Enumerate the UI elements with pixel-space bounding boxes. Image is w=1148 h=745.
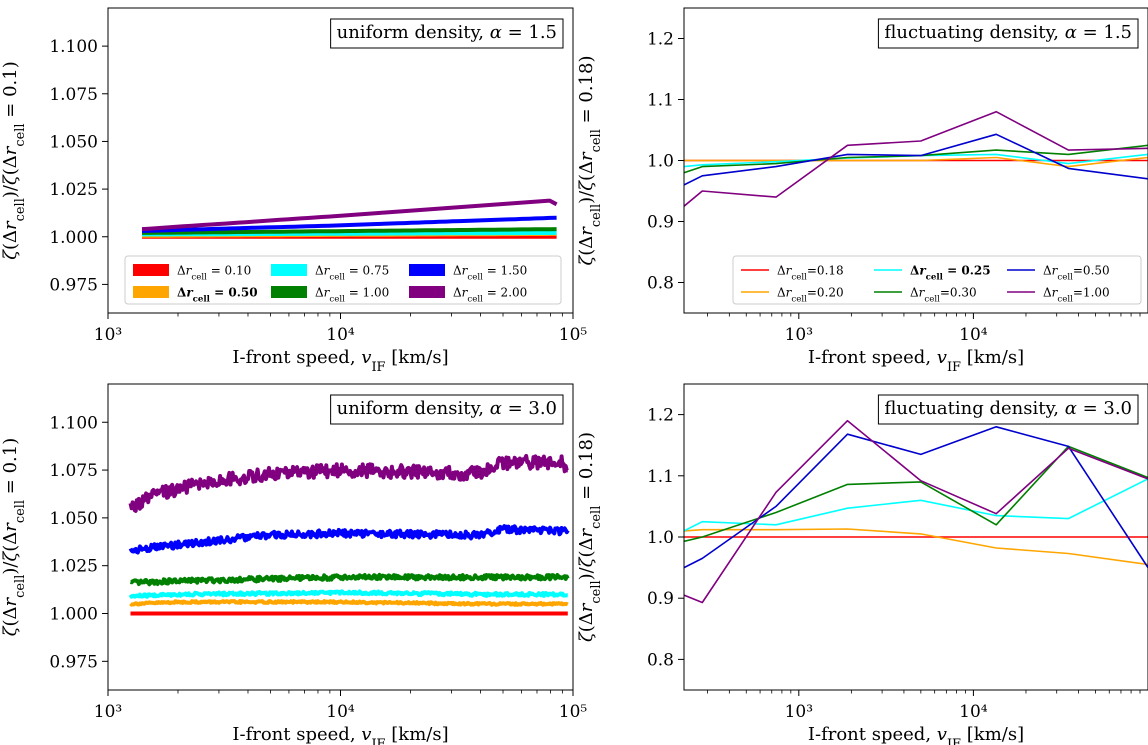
x-tick-label: 10⁵: [559, 702, 588, 722]
legend-label: Δrcell = 1.00: [315, 286, 389, 305]
x-axis-label: I-front speed, vIF [km/s]: [232, 724, 448, 745]
panel-title-box: [877, 18, 1139, 49]
chart-panel-4: 10³ 10⁴ 0.8 0.9 1.0 1.1 1.2 I-front speed, vIF …: [576, 383, 1148, 745]
series-line-5: [141, 215, 557, 233]
series-line-4: [129, 572, 570, 587]
legend-label: Δrcell = 2.00: [453, 286, 527, 305]
x-tick-label: 10³: [94, 325, 122, 345]
chart-panel-2: 10³ 10⁴ 0.8 0.9 1.0 1.1 1.2 I-front speed, vIF …: [576, 7, 1148, 375]
x-tick-label: 10⁵: [559, 325, 588, 345]
series-line-3: [128, 589, 569, 599]
panel-title: uniform density, α = 1.5: [337, 22, 557, 43]
series-line-4: [142, 227, 557, 235]
chart-panel-3: 10³ 10⁴ 10⁵ 0.975 1.000 1.025 1.050 1.075 1.100 I…: [0, 383, 588, 745]
legend-label: Δrcell=1.00: [1043, 286, 1110, 305]
y-tick-label: 1.075: [49, 461, 98, 481]
y-tick-label: 0.8: [647, 274, 674, 294]
legend-label: Δrcell=0.50: [1043, 264, 1110, 283]
x-axis-label: I-front speed, vIF [km/s]: [232, 347, 448, 375]
series-line-6: [128, 453, 569, 513]
series-line-5: [128, 524, 570, 555]
x-tick-label: 10³: [785, 702, 813, 722]
y-tick-label: 1.1: [647, 91, 674, 111]
series-line-4: [684, 144, 1148, 174]
legend: Δrcell=0.18 Δrcell=0.20 Δrcell = 0.25 Δrcel…: [732, 255, 1142, 305]
series-line-2: [684, 528, 1148, 566]
series-line-2: [129, 599, 569, 607]
y-axis-label: ζ(Δrcell)/ζ(Δrcell = 0.18): [576, 56, 604, 266]
x-axis-label: I-front speed, vIF [km/s]: [808, 347, 1024, 375]
legend-swatch: [133, 264, 169, 276]
axes-frame: [107, 383, 574, 691]
series-line-6: [684, 110, 1148, 207]
legend-swatch: [409, 264, 445, 276]
y-tick-label: 1.0: [647, 528, 674, 548]
x-tick-label: 10⁴: [326, 702, 355, 722]
panel-title-box: [877, 394, 1139, 425]
x-tick-label: 10⁴: [959, 702, 988, 722]
x-tick-label: 10³: [785, 325, 813, 345]
y-tick-label: 1.0: [647, 152, 674, 172]
series-group: [684, 110, 1148, 207]
y-tick-label: 1.025: [49, 180, 98, 200]
y-tick-label: 1.2: [647, 406, 674, 426]
y-axis-label: ζ(Δrcell)/ζ(Δrcell = 0.1): [0, 61, 28, 260]
y-axis-label: ζ(Δrcell)/ζ(Δrcell = 0.18): [576, 432, 604, 642]
y-tick-label: 1.050: [49, 509, 98, 529]
legend-label: Δrcell = 1.50: [453, 264, 527, 283]
x-axis-label: I-front speed, vIF [km/s]: [808, 724, 1024, 745]
series-line-5: [684, 426, 1148, 569]
y-tick-label: 1.000: [49, 228, 98, 248]
y-tick-label: 0.9: [647, 589, 674, 609]
legend-swatch: [409, 286, 445, 298]
legend-swatch: [271, 286, 307, 298]
legend-swatch: [271, 264, 307, 276]
series-line-5: [684, 133, 1148, 186]
legend-label: Δrcell = 0.10: [177, 264, 251, 283]
panel-title: uniform density, α = 3.0: [337, 398, 557, 419]
legend-label: Δrcell = 0.50: [177, 286, 258, 305]
series-line-3: [684, 478, 1148, 532]
y-tick-label: 1.100: [49, 37, 98, 57]
chart-panel-1: 10³ 10⁴ 10⁵ 0.975 1.000 1.025 1.050 1.075 1.100 I…: [0, 7, 588, 375]
panel-title-box: [330, 394, 564, 425]
y-tick-label: 1.075: [49, 85, 98, 105]
y-tick-label: 1.1: [647, 467, 674, 487]
series-group: [684, 419, 1148, 604]
y-tick-label: 1.025: [49, 557, 98, 577]
y-tick-label: 0.8: [647, 650, 674, 670]
panel-title: fluctuating density, α = 1.5: [884, 22, 1132, 43]
y-tick-label: 1.2: [647, 30, 674, 50]
y-tick-label: 0.9: [647, 213, 674, 233]
series-line-6: [684, 419, 1148, 604]
x-tick-label: 10⁴: [959, 325, 988, 345]
y-tick-label: 0.975: [49, 652, 98, 672]
series-line-6: [141, 198, 558, 232]
legend-label: Δrcell=0.18: [777, 264, 844, 283]
panel-title-box: [330, 18, 564, 49]
legend-label: Δrcell=0.20: [777, 286, 844, 305]
y-tick-label: 0.975: [49, 275, 98, 295]
legend: Δrcell = 0.10 Δrcell = 0.50 Δrcell = 0.75 Δ…: [124, 255, 562, 305]
x-tick-label: 10⁴: [326, 325, 355, 345]
y-tick-label: 1.000: [49, 605, 98, 625]
y-tick-label: 1.100: [49, 413, 98, 433]
legend-label: Δrcell = 0.75: [315, 264, 389, 283]
y-axis-label: ζ(Δrcell)/ζ(Δrcell = 0.1): [0, 438, 28, 637]
panel-title: fluctuating density, α = 3.0: [884, 398, 1132, 419]
legend-label: Δrcell=0.30: [910, 286, 977, 305]
legend-label: Δrcell = 0.25: [910, 264, 991, 283]
series-group: [128, 453, 570, 616]
legend-swatch: [133, 286, 169, 298]
x-tick-label: 10³: [94, 702, 122, 722]
series-group: [141, 198, 558, 239]
y-tick-label: 1.050: [49, 132, 98, 152]
